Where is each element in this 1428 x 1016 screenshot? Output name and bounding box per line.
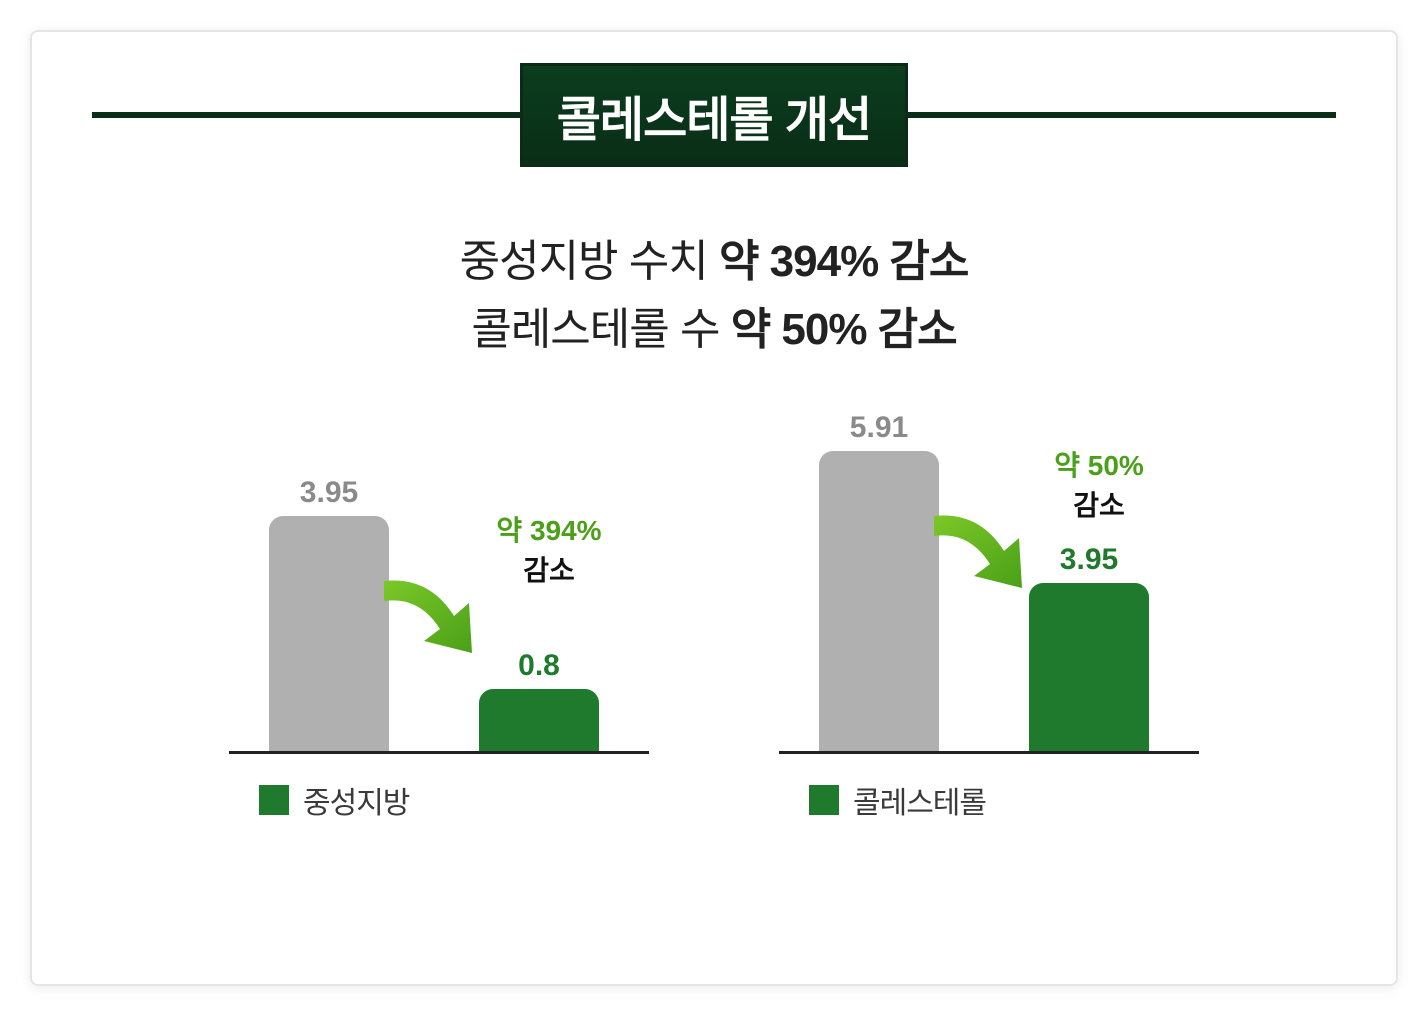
subtitle-block: 중성지방 수치 약 394% 감소 콜레스테롤 수 약 50% 감소 [92,228,1336,364]
charts-row: 3.95 0.8 약 394% 감소 [92,434,1336,822]
subtitle-1-prefix: 중성지방 수치 [460,237,719,286]
subtitle-line-2: 콜레스테롤 수 약 50% 감소 [92,296,1336,364]
legend-swatch [259,785,289,815]
chart-cholesterol-plot: 5.91 3.95 약 50% 감소 [779,434,1199,754]
subtitle-2-prefix: 콜레스테롤 수 [471,305,730,354]
subtitle-2-bold: 약 50% 감소 [731,305,957,354]
subtitle-line-1: 중성지방 수치 약 394% 감소 [92,228,1336,296]
bar-before [819,451,939,751]
bar-after [1029,583,1149,751]
chart-cholesterol: 5.91 3.95 약 50% 감소 [779,434,1199,822]
bar-after [479,689,599,751]
chart-triglyceride: 3.95 0.8 약 394% 감소 [229,434,649,822]
legend: 중성지방 [229,778,649,822]
legend: 콜레스테롤 [779,778,1199,822]
title-box: 콜레스테롤 개선 [520,63,908,167]
title-row: 콜레스테롤 개선 [92,72,1336,158]
infographic-card: 콜레스테롤 개선 중성지방 수치 약 394% 감소 콜레스테롤 수 약 50%… [30,30,1398,986]
callout-percent: 약 394% [469,509,629,549]
down-arrow-icon [374,571,494,661]
bar-before-label: 3.95 [249,476,409,510]
legend-label: 중성지방 [303,778,409,822]
legend-swatch [809,785,839,815]
down-arrow-icon [924,506,1044,596]
callout-percent: 약 50% [1019,444,1179,484]
chart-triglyceride-plot: 3.95 0.8 약 394% 감소 [229,434,649,754]
bar-before-label: 5.91 [799,411,959,445]
subtitle-1-bold: 약 394% 감소 [719,237,968,286]
legend-label: 콜레스테롤 [853,778,986,822]
bar-before [269,516,389,751]
title-text: 콜레스테롤 개선 [557,94,871,147]
